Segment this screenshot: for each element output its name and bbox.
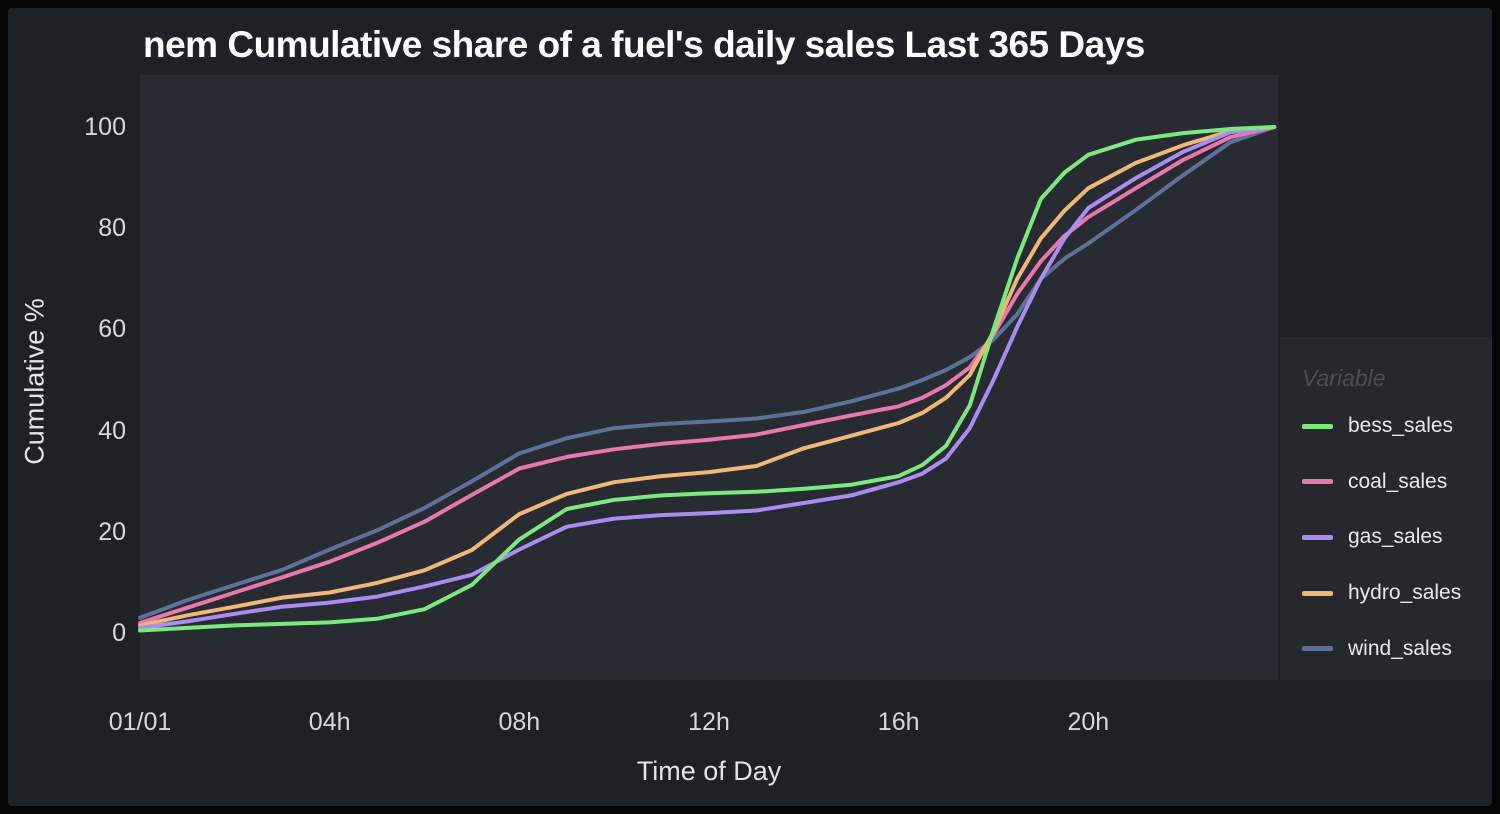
y-tick-label: 40 xyxy=(98,416,126,445)
legend-item-hydro_sales[interactable]: hydro_sales xyxy=(1302,579,1461,607)
legend-swatch-bess_sales xyxy=(1302,423,1333,429)
legend-swatch-wind_sales xyxy=(1302,646,1333,652)
chart-lines xyxy=(138,125,1277,633)
x-tick-label: 01/01 xyxy=(108,708,172,736)
legend-item-coal_sales[interactable]: coal_sales xyxy=(1302,468,1447,496)
x-tick-label: 08h xyxy=(498,708,541,736)
y-tick-label: 20 xyxy=(98,517,126,546)
y-tick-label: 80 xyxy=(98,214,126,243)
legend-item-gas_sales[interactable]: gas_sales xyxy=(1302,523,1443,551)
x-tick-label: 20h xyxy=(1067,708,1110,736)
x-tick-label: 16h xyxy=(877,708,920,736)
legend-item-wind_sales[interactable]: wind_sales xyxy=(1302,635,1452,663)
legend-label: gas_sales xyxy=(1348,525,1443,549)
chart-title: nem Cumulative share of a fuel's daily s… xyxy=(143,24,1145,65)
x-axis-title: Time of Day xyxy=(636,756,782,786)
line-hydro_sales xyxy=(138,125,1277,628)
legend-label: wind_sales xyxy=(1348,636,1452,660)
legend-swatch-hydro_sales xyxy=(1302,590,1333,596)
x-tick-label: 04h xyxy=(308,708,351,736)
chart-panel: nem Cumulative share of a fuel's daily s… xyxy=(8,8,1492,806)
legend-swatch-coal_sales xyxy=(1302,479,1333,485)
y-tick-label: 100 xyxy=(84,113,126,141)
legend-title: Variable xyxy=(1302,365,1386,391)
legend-label: hydro_sales xyxy=(1348,581,1462,605)
y-tick-label: 60 xyxy=(98,315,126,344)
x-tick-label: 12h xyxy=(688,708,730,736)
line-coal_sales xyxy=(138,125,1277,625)
line-wind_sales xyxy=(138,125,1277,620)
legend-item-bess_sales[interactable]: bess_sales xyxy=(1302,412,1453,440)
y-axis-title: Cumulative % xyxy=(19,298,50,465)
y-tick-label: 0 xyxy=(112,619,126,647)
legend-swatch-gas_sales xyxy=(1302,534,1333,540)
line-bess_sales xyxy=(138,125,1277,633)
legend-label: bess_sales xyxy=(1348,414,1454,437)
legend-label: coal_sales xyxy=(1348,469,1448,493)
line-gas_sales xyxy=(138,125,1277,630)
plot-area xyxy=(138,75,1278,680)
